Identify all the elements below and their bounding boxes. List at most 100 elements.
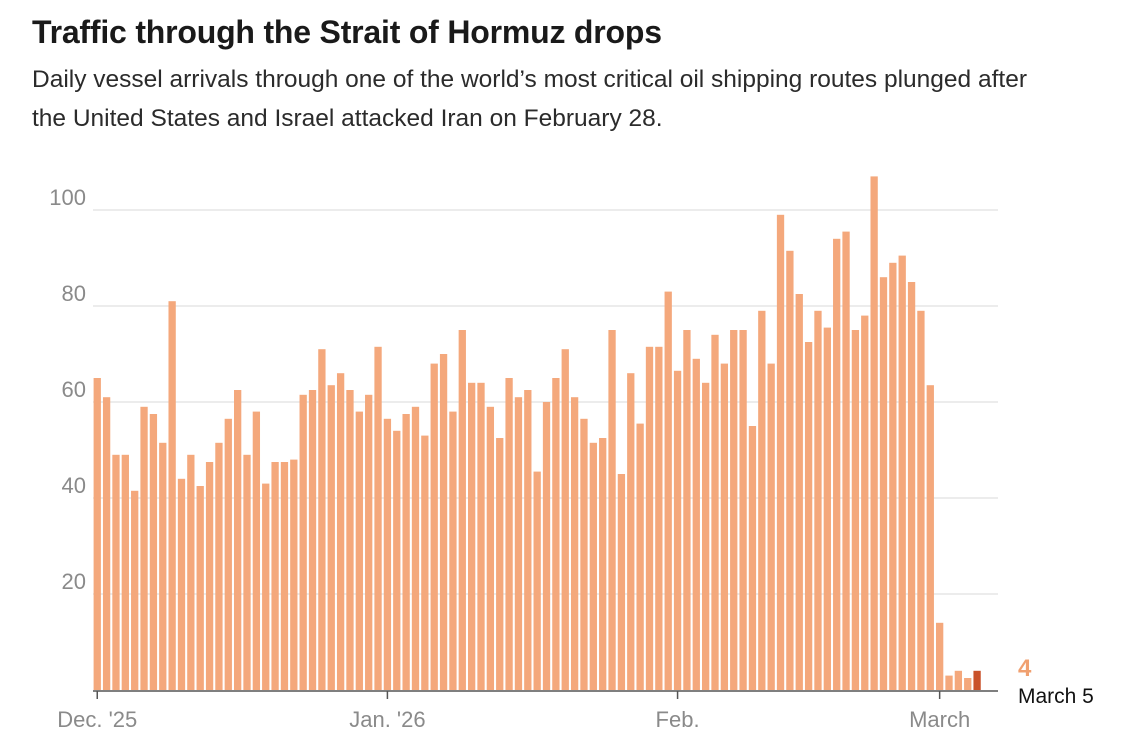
bar bbox=[496, 438, 504, 690]
bar bbox=[514, 397, 523, 690]
bar bbox=[187, 454, 195, 690]
bar bbox=[889, 262, 897, 690]
callout-date: March 5 bbox=[1018, 685, 1094, 708]
bar bbox=[383, 418, 392, 690]
bar bbox=[711, 334, 719, 690]
bar bbox=[468, 382, 476, 690]
bar bbox=[776, 214, 785, 691]
bar bbox=[561, 349, 569, 690]
bar bbox=[917, 310, 925, 690]
bar bbox=[833, 238, 841, 691]
bar bbox=[336, 373, 345, 690]
bars bbox=[93, 176, 981, 691]
bar bbox=[93, 378, 101, 690]
x-axis-ticks: Dec. '25 Jan. '26 Feb. March bbox=[57, 691, 970, 732]
bar bbox=[374, 346, 382, 690]
bar bbox=[945, 675, 953, 690]
highlight-bar bbox=[973, 670, 981, 690]
bar bbox=[589, 442, 597, 690]
bar bbox=[234, 390, 242, 690]
bar bbox=[870, 176, 878, 690]
x-tick-label: March bbox=[909, 707, 970, 732]
bar bbox=[580, 418, 588, 690]
bar bbox=[851, 330, 860, 690]
bar bbox=[683, 330, 691, 690]
bar bbox=[533, 471, 541, 690]
bar bbox=[767, 363, 775, 690]
bar bbox=[898, 255, 906, 690]
bar bbox=[355, 411, 363, 690]
bar bbox=[421, 435, 429, 690]
bar bbox=[327, 385, 335, 690]
bar bbox=[177, 478, 186, 690]
bar bbox=[140, 406, 148, 690]
y-axis-ticks: 20 40 60 80 100 bbox=[49, 185, 86, 594]
bar bbox=[402, 414, 410, 690]
bar bbox=[486, 406, 495, 690]
x-tick-label: Feb. bbox=[656, 707, 700, 732]
bar bbox=[617, 474, 626, 690]
bar bbox=[627, 373, 635, 690]
y-tick-label: 60 bbox=[62, 377, 86, 402]
bar bbox=[936, 622, 944, 690]
bar bbox=[308, 390, 317, 690]
bar bbox=[814, 310, 822, 690]
bar bbox=[112, 454, 120, 690]
bar bbox=[411, 406, 420, 690]
bar bbox=[907, 282, 916, 690]
bar bbox=[879, 277, 888, 690]
bar bbox=[954, 670, 963, 690]
bar bbox=[748, 426, 757, 690]
bar bbox=[205, 462, 214, 690]
bar bbox=[262, 483, 270, 690]
bar bbox=[804, 342, 813, 690]
bar bbox=[280, 462, 289, 690]
bar bbox=[926, 385, 934, 690]
x-tick-label: Jan. '26 bbox=[349, 707, 425, 732]
bar bbox=[439, 354, 448, 690]
bar bbox=[458, 330, 466, 690]
x-tick-label: Dec. '25 bbox=[57, 707, 137, 732]
bar bbox=[702, 382, 710, 690]
y-tick-label: 100 bbox=[49, 185, 86, 210]
bar bbox=[542, 402, 551, 690]
bar bbox=[449, 411, 457, 690]
bar bbox=[346, 390, 354, 690]
y-tick-label: 40 bbox=[62, 473, 86, 498]
bar bbox=[477, 382, 485, 690]
bar bbox=[121, 454, 129, 690]
bar bbox=[645, 346, 654, 690]
bar bbox=[505, 378, 513, 690]
bar bbox=[636, 423, 644, 690]
bar bbox=[861, 315, 869, 690]
bar bbox=[552, 378, 560, 690]
bar bbox=[758, 310, 766, 690]
bar bbox=[730, 330, 738, 690]
bar bbox=[739, 330, 747, 690]
bar bbox=[365, 394, 373, 690]
bar bbox=[271, 462, 279, 690]
chart-title: Traffic through the Strait of Hormuz dro… bbox=[32, 14, 662, 50]
bar bbox=[673, 370, 682, 690]
bar bbox=[608, 330, 616, 690]
bar bbox=[102, 397, 111, 690]
bar bbox=[393, 430, 401, 690]
bar bbox=[159, 442, 167, 690]
bar bbox=[964, 678, 972, 690]
bar bbox=[149, 414, 158, 690]
bar bbox=[299, 394, 307, 690]
y-tick-label: 80 bbox=[62, 281, 86, 306]
bar bbox=[664, 291, 672, 690]
bar bbox=[570, 397, 579, 690]
bar bbox=[252, 411, 261, 690]
bar bbox=[599, 438, 607, 690]
bar bbox=[215, 442, 223, 690]
callout-value: 4 bbox=[1018, 655, 1032, 682]
bar bbox=[243, 454, 251, 690]
bar bbox=[430, 363, 438, 690]
y-tick-label: 20 bbox=[62, 569, 86, 594]
bar bbox=[524, 390, 532, 690]
bar bbox=[692, 358, 700, 690]
bar bbox=[655, 346, 663, 690]
